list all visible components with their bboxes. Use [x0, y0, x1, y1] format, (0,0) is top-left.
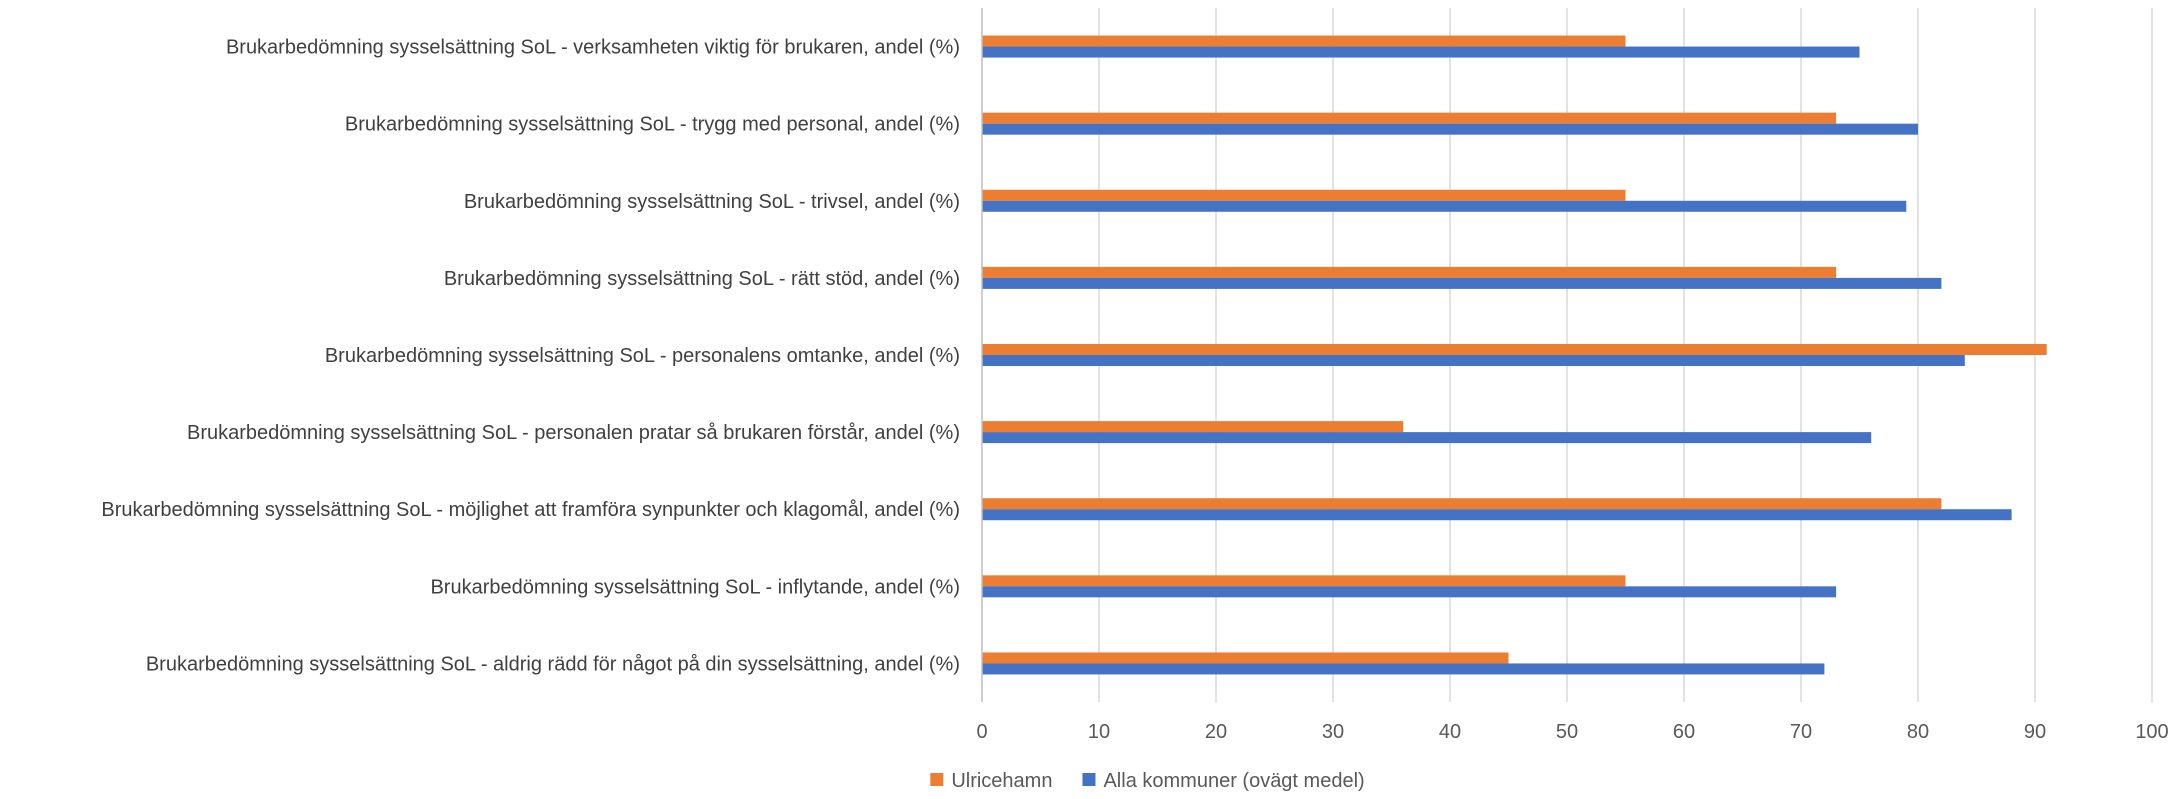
- bar-ulricehamn: [982, 498, 1942, 510]
- bar-alla-kommuner: [982, 123, 1918, 135]
- x-tick-label: 50: [1556, 721, 1578, 743]
- x-tick-label: 40: [1439, 721, 1461, 743]
- category-label: Brukarbedömning sysselsättning SoL - möj…: [101, 499, 960, 521]
- bar-ulricehamn: [982, 421, 1404, 433]
- x-tick-label: 20: [1205, 721, 1227, 743]
- category-label: Brukarbedömning sysselsättning SoL - rät…: [444, 268, 960, 290]
- category-label: Brukarbedömning sysselsättning SoL - try…: [345, 114, 960, 136]
- x-tick-label: 30: [1322, 721, 1344, 743]
- category-labels: Brukarbedömning sysselsättning SoL - ver…: [101, 37, 960, 676]
- x-tick-labels: 0 10 20 30 40 50 60 70 80 90 100: [976, 721, 2168, 743]
- bars: [982, 35, 2047, 675]
- bar-alla-kommuner: [982, 355, 1965, 366]
- legend: Ulricehamn Alla kommuner (ovägt medel): [930, 770, 1365, 792]
- x-tick-label: 80: [1907, 721, 1929, 743]
- x-tick-label: 60: [1673, 721, 1695, 743]
- x-tick-label: 0: [976, 721, 987, 743]
- bar-alla-kommuner: [982, 200, 1907, 212]
- bar-alla-kommuner: [982, 509, 2012, 521]
- bar-alla-kommuner: [982, 432, 1872, 444]
- bar-ulricehamn: [982, 112, 1837, 124]
- bar-ulricehamn: [982, 189, 1626, 201]
- bar-alla-kommuner: [982, 586, 1837, 598]
- bar-alla-kommuner: [982, 277, 1942, 289]
- category-label: Brukarbedömning sysselsättning SoL - per…: [187, 422, 960, 444]
- bar-ulricehamn: [982, 35, 1626, 47]
- legend-label: Alla kommuner (ovägt medel): [1103, 770, 1364, 792]
- category-label: Brukarbedömning sysselsättning SoL - ver…: [226, 37, 960, 59]
- x-tick-label: 90: [2024, 721, 2046, 743]
- bar-ulricehamn: [982, 344, 2047, 355]
- bar-ulricehamn: [982, 266, 1837, 278]
- bar-alla-kommuner: [982, 663, 1825, 675]
- bar-ulricehamn: [982, 575, 1626, 587]
- category-label: Brukarbedömning sysselsättning SoL - per…: [325, 345, 960, 367]
- x-tick-label: 10: [1088, 721, 1110, 743]
- bar-alla-kommuner: [982, 46, 1860, 58]
- category-label: Brukarbedömning sysselsättning SoL - tri…: [464, 191, 960, 213]
- bar-ulricehamn: [982, 652, 1509, 664]
- legend-label: Ulricehamn: [951, 770, 1052, 792]
- legend-swatch: [930, 773, 944, 786]
- x-tick-label: 70: [1790, 721, 1812, 743]
- x-tick-label: 100: [2135, 721, 2168, 743]
- legend-swatch: [1082, 773, 1096, 786]
- category-label: Brukarbedömning sysselsättning SoL - ald…: [146, 653, 960, 675]
- category-label: Brukarbedömning sysselsättning SoL - inf…: [430, 576, 960, 598]
